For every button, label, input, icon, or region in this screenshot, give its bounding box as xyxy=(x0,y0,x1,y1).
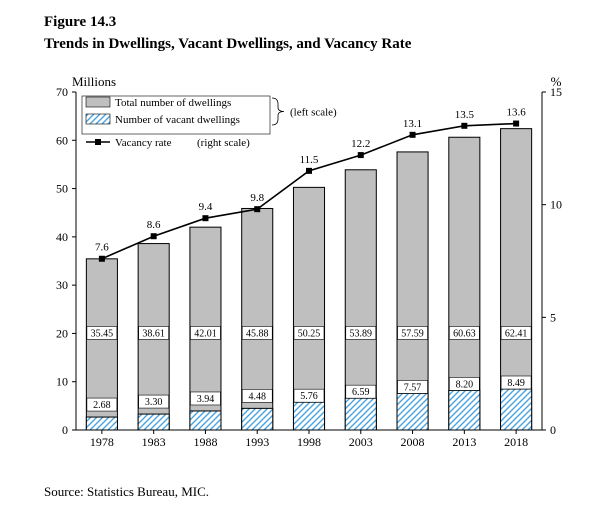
svg-text:3.94: 3.94 xyxy=(197,394,215,405)
svg-text:38.61: 38.61 xyxy=(142,328,165,339)
svg-text:5.76: 5.76 xyxy=(300,391,318,402)
svg-text:8.20: 8.20 xyxy=(456,379,474,390)
figure-title: Trends in Dwellings, Vacant Dwellings, a… xyxy=(44,36,411,53)
svg-text:10: 10 xyxy=(56,375,68,389)
svg-text:1998: 1998 xyxy=(297,435,321,449)
svg-text:Total number of dwellings: Total number of dwellings xyxy=(115,97,231,109)
bar-vacant xyxy=(345,398,376,430)
svg-text:10: 10 xyxy=(550,198,562,212)
svg-text:57.59: 57.59 xyxy=(401,328,424,339)
svg-text:30: 30 xyxy=(56,278,68,292)
bar-vacant xyxy=(242,408,273,430)
svg-text:(left scale): (left scale) xyxy=(290,107,337,119)
bar-vacant xyxy=(449,390,480,430)
svg-text:50.25: 50.25 xyxy=(298,328,321,339)
svg-text:70: 70 xyxy=(56,85,68,99)
bar-vacant xyxy=(293,402,324,430)
svg-text:12.2: 12.2 xyxy=(351,138,370,150)
svg-text:53.89: 53.89 xyxy=(350,328,373,339)
bar-vacant xyxy=(86,417,117,430)
figure-number: Figure 14.3 xyxy=(44,14,116,31)
svg-text:13.5: 13.5 xyxy=(455,109,475,121)
svg-text:13.1: 13.1 xyxy=(403,118,422,130)
svg-text:0: 0 xyxy=(62,423,68,437)
svg-text:42.01: 42.01 xyxy=(194,328,217,339)
svg-text:Vacancy rate: Vacancy rate xyxy=(115,137,172,149)
svg-text:60.63: 60.63 xyxy=(453,328,476,339)
svg-text:8.49: 8.49 xyxy=(507,378,524,389)
svg-text:20: 20 xyxy=(56,326,68,340)
bar-vacant xyxy=(501,389,532,430)
svg-text:0: 0 xyxy=(550,423,556,437)
svg-text:(right scale): (right scale) xyxy=(197,137,250,149)
chart-container: 010203040506070051015Millions%197835.452… xyxy=(30,70,578,470)
svg-text:1988: 1988 xyxy=(193,435,217,449)
svg-text:4.48: 4.48 xyxy=(248,391,266,402)
svg-text:7.57: 7.57 xyxy=(404,382,422,393)
svg-text:%: % xyxy=(551,74,562,89)
svg-text:1978: 1978 xyxy=(90,435,114,449)
bar-vacant xyxy=(138,414,169,430)
svg-text:2003: 2003 xyxy=(349,435,373,449)
svg-text:50: 50 xyxy=(56,182,68,196)
svg-text:1993: 1993 xyxy=(245,435,269,449)
svg-text:3.30: 3.30 xyxy=(145,397,163,408)
svg-text:45.88: 45.88 xyxy=(246,328,269,339)
bar-vacant xyxy=(190,411,221,430)
svg-text:11.5: 11.5 xyxy=(300,154,319,166)
svg-text:Millions: Millions xyxy=(72,74,116,89)
svg-text:62.41: 62.41 xyxy=(505,328,527,339)
bar-vacant xyxy=(397,393,428,430)
svg-text:2008: 2008 xyxy=(401,435,425,449)
svg-text:35.45: 35.45 xyxy=(91,328,114,339)
svg-text:8.6: 8.6 xyxy=(147,219,161,231)
svg-text:13.6: 13.6 xyxy=(506,107,526,119)
svg-text:2013: 2013 xyxy=(452,435,476,449)
svg-text:Number of vacant dwellings: Number of vacant dwellings xyxy=(115,114,240,126)
svg-text:2018: 2018 xyxy=(504,435,528,449)
svg-text:6.59: 6.59 xyxy=(352,387,370,398)
svg-text:1983: 1983 xyxy=(142,435,166,449)
svg-text:5: 5 xyxy=(550,310,556,324)
svg-text:2.68: 2.68 xyxy=(93,400,111,411)
svg-text:9.4: 9.4 xyxy=(199,201,213,213)
svg-text:9.8: 9.8 xyxy=(250,192,264,204)
svg-text:7.6: 7.6 xyxy=(95,242,109,254)
svg-text:40: 40 xyxy=(56,230,68,244)
chart-svg: 010203040506070051015Millions%197835.452… xyxy=(30,70,578,470)
figure-source: Source: Statistics Bureau, MIC. xyxy=(44,484,209,500)
svg-text:60: 60 xyxy=(56,133,68,147)
